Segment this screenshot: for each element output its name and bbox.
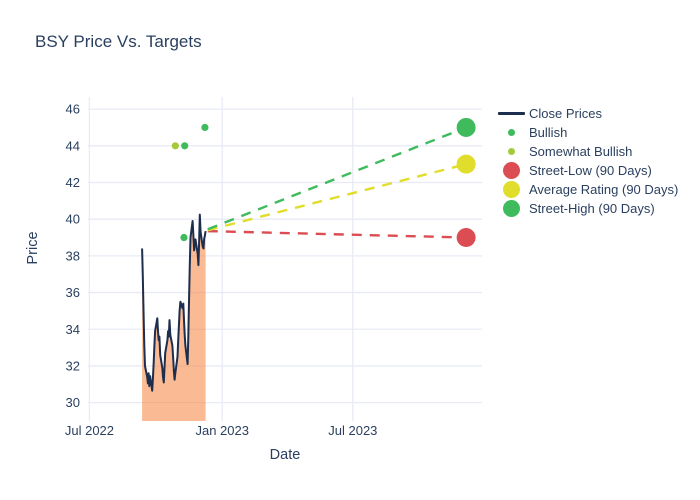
x-tick-label: Jul 2022 xyxy=(65,423,114,438)
legend-item-street-high-90-days[interactable]: Street-High (90 Days) xyxy=(493,199,678,218)
legend-dot-icon xyxy=(493,162,529,179)
legend-item-label: Bullish xyxy=(529,125,568,140)
legend-dot-icon xyxy=(493,200,529,217)
rating-dot-1[interactable] xyxy=(171,142,179,150)
legend-item-label: Somewhat Bullish xyxy=(529,144,633,159)
target-dot-0[interactable] xyxy=(456,228,476,248)
legend-item-label: Street-Low (90 Days) xyxy=(529,163,652,178)
target-line-2 xyxy=(207,126,467,231)
y-tick-label: 36 xyxy=(66,285,80,300)
y-tick-label: 32 xyxy=(66,358,80,373)
marker-shape xyxy=(507,129,515,136)
legend-item-average-rating-90-days[interactable]: Average Rating (90 Days) xyxy=(493,180,678,199)
legend-item-close-prices[interactable]: Close Prices xyxy=(493,104,678,123)
marker-shape xyxy=(502,162,520,179)
legend: Close Prices Bullish Somewhat Bullish Stree… xyxy=(493,104,678,218)
y-tick-label: 46 xyxy=(66,102,80,117)
x-axis-title: Date xyxy=(269,447,301,463)
marker-shape xyxy=(502,181,520,198)
close-price-line xyxy=(141,213,207,392)
chart-title: BSY Price Vs. Targets xyxy=(35,32,202,51)
legend-item-bullish[interactable]: Bullish xyxy=(493,123,678,142)
y-axis-title: Price xyxy=(25,231,41,265)
legend-dot-icon xyxy=(493,181,529,198)
y-tick-label: 38 xyxy=(66,248,80,263)
target-dot-2[interactable] xyxy=(456,117,476,137)
marker-shape xyxy=(507,148,515,155)
x-tick-label: Jan 2023 xyxy=(195,423,249,438)
y-tick-label: 44 xyxy=(66,138,80,153)
legend-item-label: Street-High (90 Days) xyxy=(529,201,655,216)
legend-item-street-low-90-days[interactable]: Street-Low (90 Days) xyxy=(493,161,678,180)
target-line-1 xyxy=(207,162,467,232)
y-tick-label: 42 xyxy=(66,175,80,190)
close-price-area xyxy=(142,214,206,421)
legend-item-label: Average Rating (90 Days) xyxy=(529,182,679,197)
legend-dot-icon xyxy=(493,148,529,155)
legend-item-somewhat-bullish[interactable]: Somewhat Bullish xyxy=(493,142,678,161)
legend-item-label: Close Prices xyxy=(529,106,602,121)
target-dot-1[interactable] xyxy=(456,154,476,174)
rating-dot-0[interactable] xyxy=(180,233,188,242)
rating-dot-0[interactable] xyxy=(181,142,189,150)
marker-shape xyxy=(502,200,520,217)
legend-dot-icon xyxy=(493,129,529,136)
target-line-0 xyxy=(207,229,467,239)
rating-dot-0[interactable] xyxy=(201,123,209,132)
legend-line-swatch-icon xyxy=(493,112,529,115)
y-tick-label: 30 xyxy=(66,395,80,410)
marker-shape xyxy=(497,112,525,115)
y-tick-label: 40 xyxy=(66,212,80,227)
x-tick-label: Jul 2023 xyxy=(328,423,377,438)
y-tick-label: 34 xyxy=(66,322,80,337)
